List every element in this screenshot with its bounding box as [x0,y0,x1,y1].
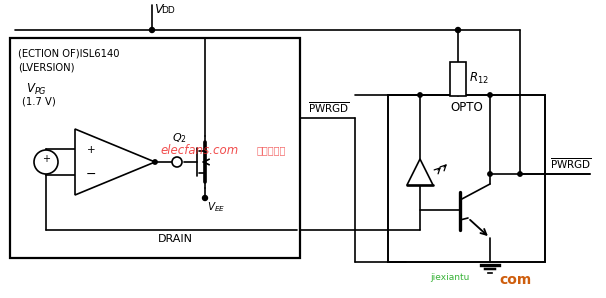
Text: elecfans.com: elecfans.com [161,144,239,156]
Text: com: com [499,273,531,287]
Text: OPTO: OPTO [450,101,483,114]
Circle shape [418,93,422,97]
Circle shape [172,157,182,167]
Text: +: + [42,153,50,164]
Text: (1.7 V): (1.7 V) [22,97,56,107]
Bar [450,62,466,96]
Text: $V_{\mathregular{EE}}$: $V_{\mathregular{EE}}$ [207,200,225,214]
Text: +: + [87,145,95,155]
Text: −: − [86,167,96,181]
Text: DRAIN: DRAIN [158,234,193,244]
Circle shape [456,27,461,32]
Text: jiexiantu: jiexiantu [430,274,470,283]
Circle shape [34,150,58,174]
Text: $V_{\mathregular{PG}}$: $V_{\mathregular{PG}}$ [26,82,47,97]
Text: $\overline{\mathregular{PWRGD}}$: $\overline{\mathregular{PWRGD}}$ [550,156,591,171]
Text: $Q_2$: $Q_2$ [171,131,187,145]
Text: $\overline{\mathregular{PWRGD}}$: $\overline{\mathregular{PWRGD}}$ [308,100,350,115]
Bar [10,38,300,258]
Circle shape [518,172,522,176]
Text: $R_{12}$: $R_{12}$ [469,70,489,86]
Circle shape [488,172,492,176]
Text: (LVERSION): (LVERSION) [18,63,75,73]
Text: 电子发烧友: 电子发烧友 [257,145,287,155]
Bar [388,95,545,262]
Text: DD: DD [161,6,175,15]
Text: $V$: $V$ [154,3,165,16]
Circle shape [153,160,157,164]
Circle shape [202,195,207,201]
Polygon shape [75,129,155,195]
Circle shape [150,27,155,32]
Text: (ECTION OF)ISL6140: (ECTION OF)ISL6140 [18,48,119,58]
Polygon shape [407,159,433,185]
Circle shape [488,93,492,97]
